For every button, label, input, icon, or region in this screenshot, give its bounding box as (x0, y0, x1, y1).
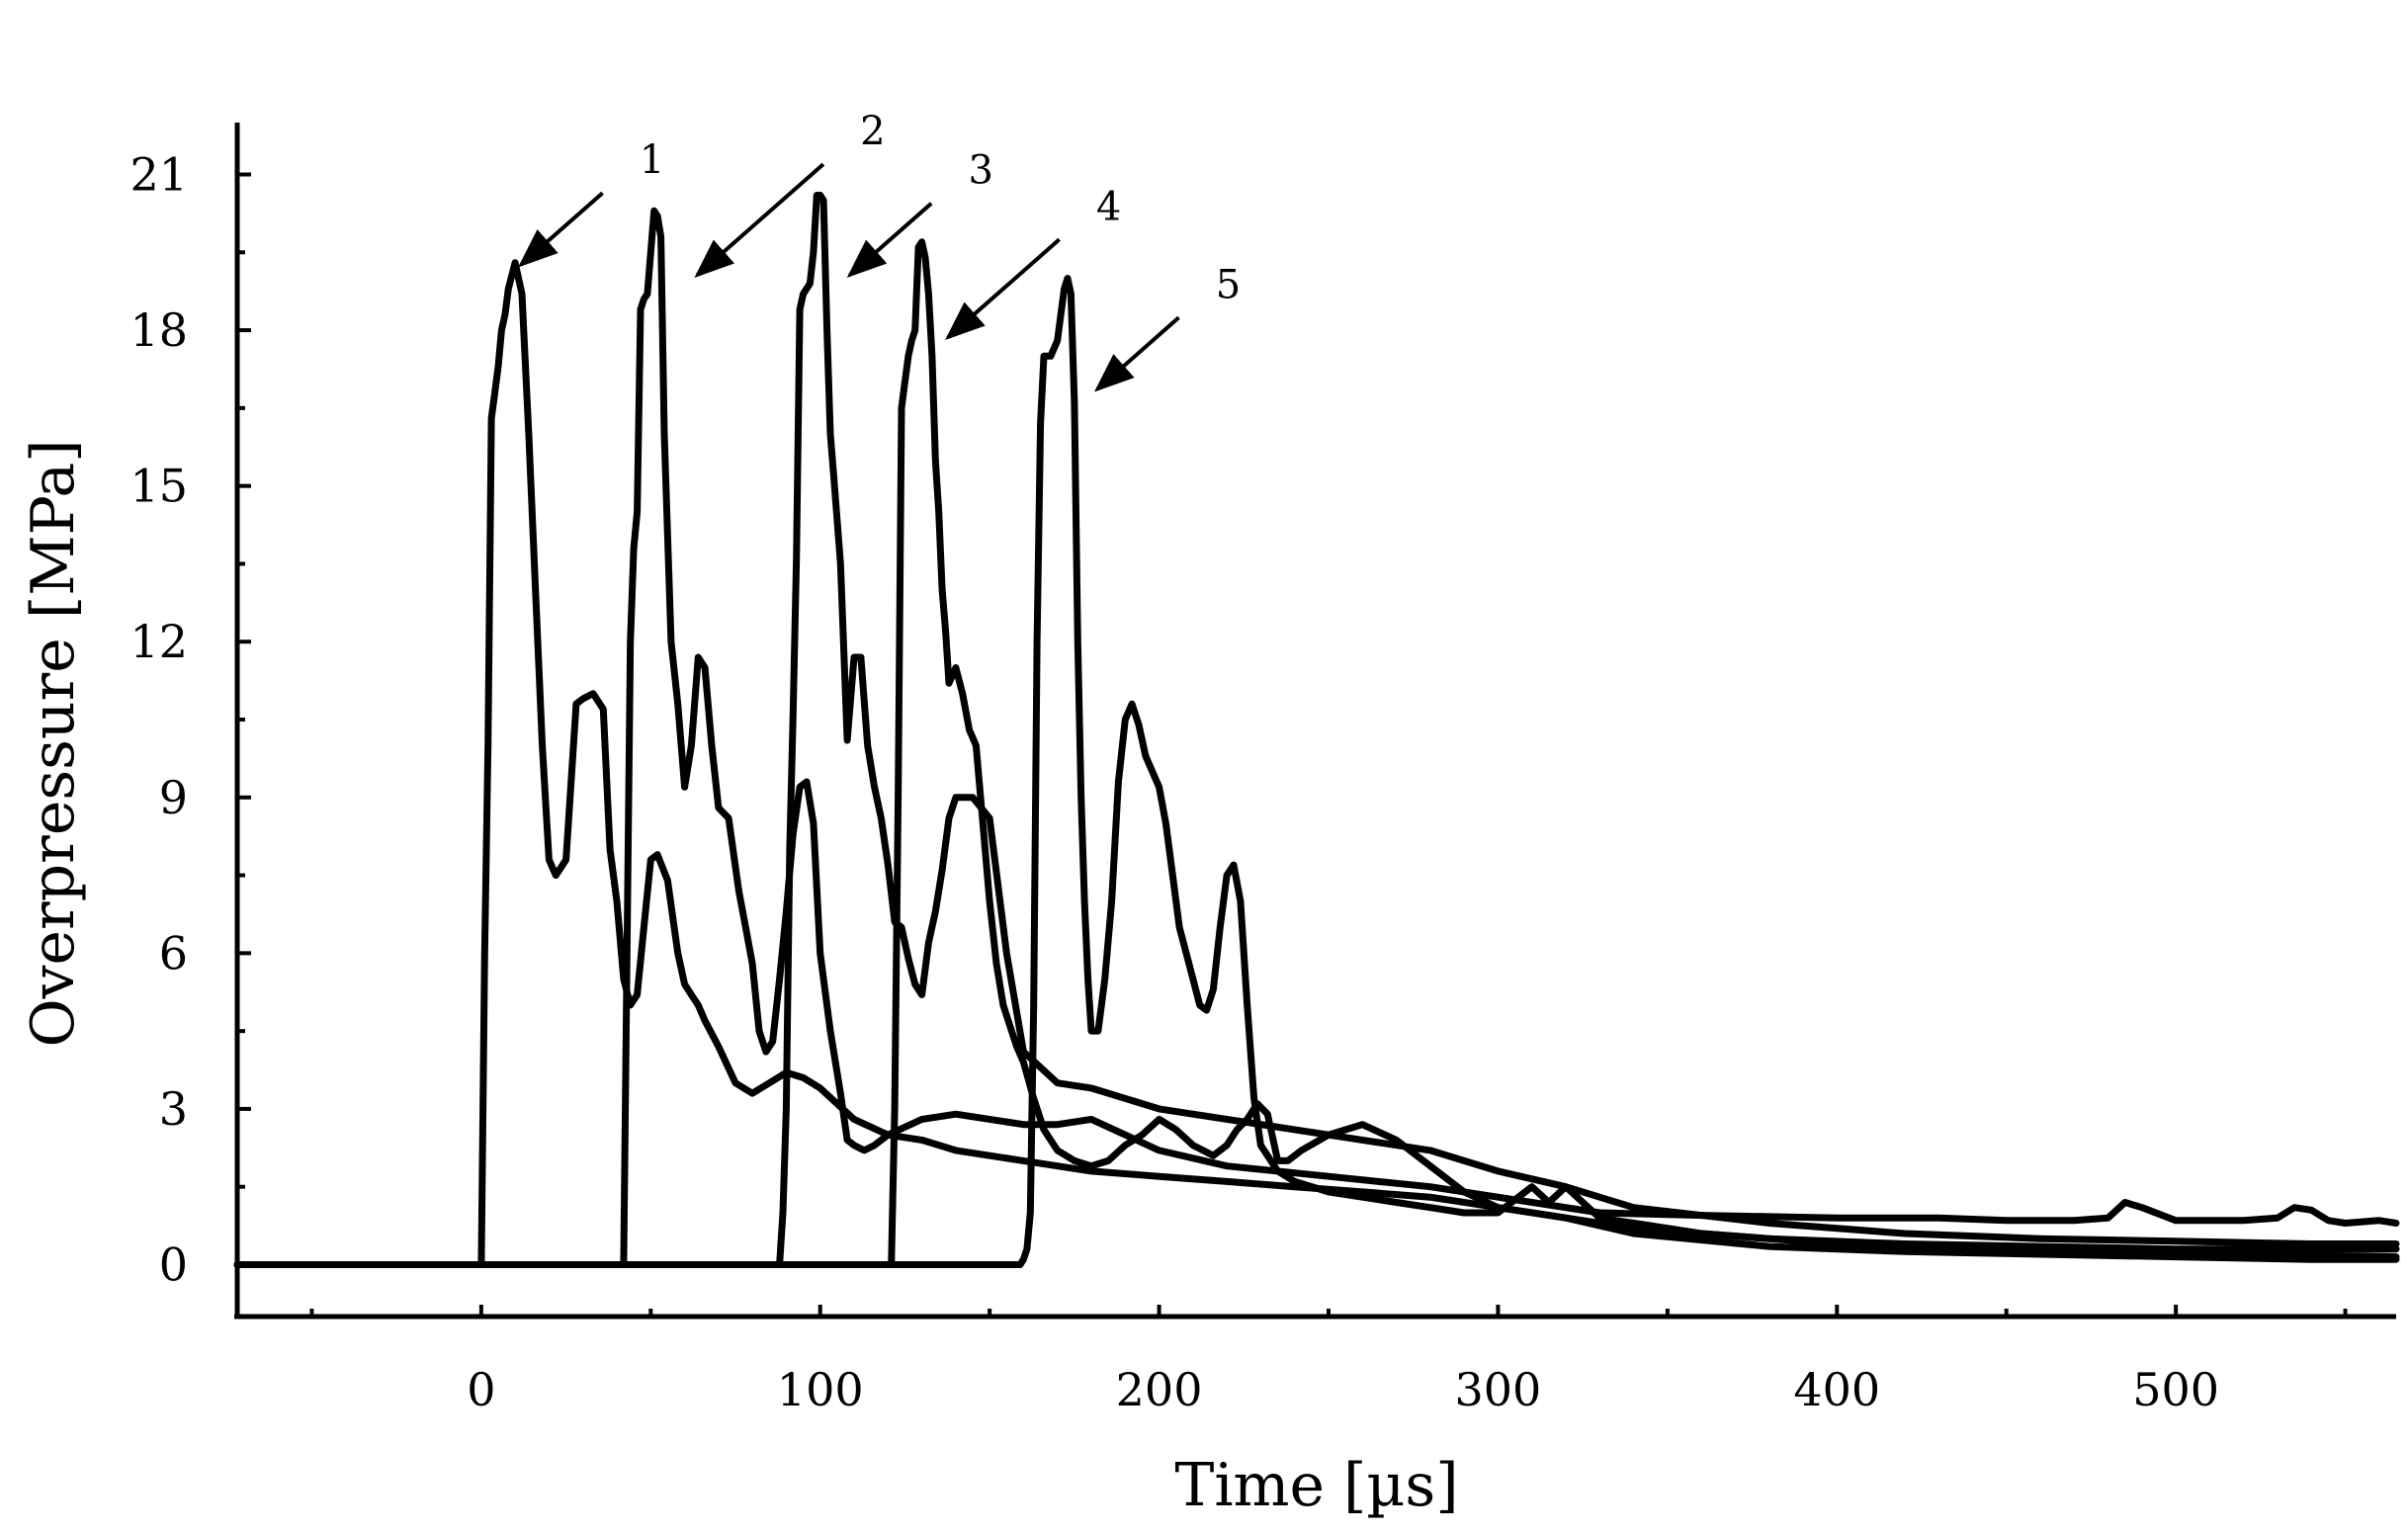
x-tick-label-400: 400 (1793, 1363, 1880, 1416)
x-axis-ticks: 0 100 200 300 400 500 (309, 1305, 2348, 1416)
annotation-arrow-3 (846, 202, 933, 278)
x-tick-label-100: 100 (777, 1363, 864, 1416)
series-line-4 (233, 238, 2400, 1268)
annotation-label-3: 3 (968, 148, 992, 194)
x-tick-label-200: 200 (1116, 1363, 1203, 1416)
annotation-arrow-2 (694, 162, 825, 278)
y-axis-ticks: 0 3 6 9 12 15 18 21 (129, 148, 251, 1291)
y-tick-label-9: 9 (159, 771, 188, 824)
x-tick-label-500: 500 (2132, 1363, 2219, 1416)
x-axis-label: Time [µs] (1174, 1451, 1458, 1520)
series-line-2 (233, 207, 2400, 1268)
annotation-label-1: 1 (640, 137, 664, 183)
annotation-label-4: 4 (1096, 184, 1121, 229)
y-tick-label-12: 12 (129, 615, 188, 668)
annotation-layer: 1 2 3 4 5 (518, 109, 1241, 392)
y-tick-label-18: 18 (129, 303, 188, 357)
annotation-label-5: 5 (1216, 262, 1241, 307)
y-tick-label-15: 15 (129, 460, 188, 513)
annotation-arrow-1 (518, 191, 604, 268)
y-tick-label-0: 0 (159, 1237, 188, 1291)
x-tick-label-0: 0 (467, 1363, 495, 1416)
annotation-arrow-4 (945, 237, 1061, 340)
series-line-1 (233, 259, 2400, 1268)
annotation-arrow-5 (1093, 315, 1180, 392)
y-tick-label-3: 3 (159, 1082, 188, 1136)
y-axis-label: Overpressure [MPa] (19, 439, 88, 1047)
series-layer (233, 192, 2400, 1268)
x-tick-label-300: 300 (1455, 1363, 1542, 1416)
y-tick-label-6: 6 (159, 926, 188, 980)
series-line-3 (233, 192, 2400, 1268)
series-line-5 (233, 275, 2400, 1268)
annotation-label-2: 2 (860, 109, 885, 154)
y-tick-label-21: 21 (129, 148, 188, 202)
